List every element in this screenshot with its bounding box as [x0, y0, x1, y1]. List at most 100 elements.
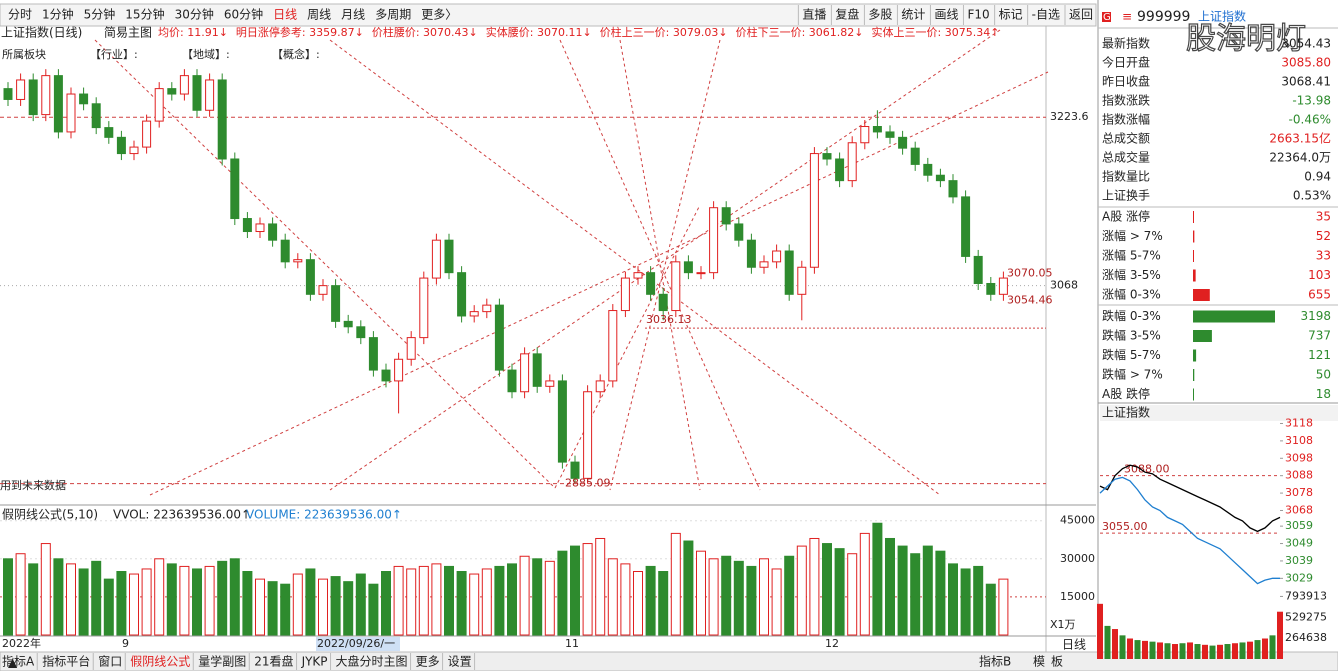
y-tick-label: 3223.6 — [1050, 110, 1089, 123]
candle-body — [507, 369, 517, 393]
bottom-tab[interactable]: 大盘分时主图 — [336, 654, 408, 669]
intraday-volume — [1217, 644, 1223, 659]
candle-body — [948, 180, 958, 198]
tool-button[interactable]: 标记 — [999, 8, 1023, 22]
quote-value: 22364.0万 — [1269, 151, 1331, 165]
candle-body — [129, 146, 139, 155]
date-label: 11 — [565, 637, 579, 650]
period-tab[interactable]: 5分钟 — [84, 7, 116, 22]
candle-body — [583, 391, 593, 479]
volume-bar — [784, 555, 795, 636]
y-tick-label: 3059 — [1285, 519, 1313, 532]
price-label: 3054.46 — [1007, 293, 1053, 306]
period-tab[interactable]: 15分钟 — [125, 7, 164, 22]
candle-body — [658, 293, 668, 312]
intraday-volume — [1254, 640, 1261, 659]
tool-button[interactable]: 直播 — [802, 8, 826, 22]
period-tab[interactable]: 30分钟 — [175, 7, 214, 22]
candle-body — [885, 131, 895, 138]
tool-button[interactable]: -自选 — [1032, 8, 1060, 22]
intraday-volume — [1232, 643, 1238, 659]
candle-body — [671, 261, 681, 312]
tool-button[interactable]: 多股 — [868, 8, 892, 22]
breadth-bar — [1193, 269, 1196, 282]
candle-body — [41, 75, 51, 116]
tool-button[interactable]: F10 — [967, 8, 989, 22]
period-tab[interactable]: 多周期 — [375, 8, 411, 22]
tool-button[interactable]: 统计 — [901, 8, 925, 22]
breadth-label: A股 跌停 — [1102, 386, 1150, 401]
quote-label: 总成交量 — [1102, 150, 1150, 165]
intraday-line — [1099, 464, 1281, 533]
period-tab[interactable]: 1分钟 — [42, 7, 74, 22]
volume-bar — [847, 553, 858, 636]
period-tab[interactable]: 周线 — [307, 8, 331, 22]
breadth-label: 涨幅 0-3% — [1102, 287, 1161, 302]
y-tick-label: 3049 — [1285, 537, 1313, 550]
volume-bar — [822, 543, 832, 636]
intraday-volume — [1112, 629, 1118, 659]
bottom-tab[interactable]: 指标A — [2, 654, 35, 669]
name: 上证指数 — [1198, 9, 1246, 24]
bottom-tab[interactable]: 板 — [1051, 655, 1063, 669]
date-label: 2022/09/26/一 — [317, 637, 395, 650]
candle-body — [79, 93, 89, 105]
volume-bar — [645, 565, 656, 636]
bottom-tab[interactable]: 量学副图 — [198, 654, 246, 669]
volume-bar — [431, 563, 442, 636]
tool-button[interactable]: 画线 — [934, 8, 958, 22]
intraday-volume — [1269, 635, 1276, 659]
trend-lines — [94, 29, 1049, 496]
bottom-tab[interactable]: 指标B — [979, 654, 1011, 669]
volume-bar — [948, 563, 958, 636]
quote-value: 3085.80 — [1281, 56, 1331, 70]
candle-body — [494, 304, 504, 371]
volume-bar — [78, 568, 89, 636]
vvol: VVOL: 223639536.00↑ — [113, 508, 251, 522]
volume-bar — [582, 543, 593, 636]
period-tab[interactable]: 日线 — [1062, 638, 1086, 652]
volume-bar — [305, 568, 316, 636]
period-tab[interactable]: 更多〉 — [421, 8, 457, 22]
volume-bar — [696, 550, 706, 636]
tool-button[interactable]: 复盘 — [835, 7, 859, 22]
volume-bar — [204, 565, 215, 636]
candle-body — [53, 75, 63, 133]
period-tab[interactable]: 分时 — [8, 8, 32, 22]
y-tick-label: 264638 — [1285, 631, 1327, 644]
breadth-bar — [1193, 230, 1195, 243]
volume-bar — [922, 545, 933, 636]
bottom-tab[interactable]: 21看盘 — [254, 654, 293, 669]
breadth-bar — [1193, 369, 1195, 381]
candle-body — [3, 88, 13, 100]
volume-bar — [897, 545, 908, 636]
bottom-tab[interactable]: 更多 — [416, 655, 440, 669]
quote-value: 3054.43 — [1281, 37, 1331, 51]
sector-label: 【地域】: — [182, 48, 230, 61]
candle-body — [961, 196, 971, 257]
intraday-volume — [1179, 643, 1186, 659]
intraday-volume — [1202, 644, 1208, 659]
bottom-tab[interactable]: 模 — [1033, 655, 1045, 669]
volume-bar — [355, 573, 366, 636]
volume-bar — [683, 540, 694, 636]
intraday-volume — [1127, 638, 1133, 659]
volume-bar — [116, 571, 127, 636]
candle-body — [394, 358, 404, 382]
volume-bar — [192, 568, 202, 636]
candle-body — [179, 75, 189, 95]
tool-button[interactable]: 返回 — [1069, 8, 1093, 22]
period-tab[interactable]: 日线 — [273, 8, 297, 22]
volume-bar — [973, 565, 984, 636]
bottom-tab[interactable]: 假阴线公式 — [130, 655, 190, 669]
bottom-tab[interactable]: 窗口 — [98, 655, 122, 669]
candle-body — [620, 277, 630, 312]
candle-body — [356, 326, 366, 339]
period-tab[interactable]: 月线 — [341, 8, 365, 22]
bottom-tab[interactable]: 指标平台 — [42, 654, 90, 669]
bottom-tab[interactable]: JYKP — [301, 655, 328, 669]
bottom-tab[interactable]: 设置 — [448, 655, 472, 669]
period-tab[interactable]: 60分钟 — [224, 7, 263, 22]
menu-icon: ≡ — [1122, 10, 1132, 24]
breadth-value: 35 — [1316, 210, 1331, 224]
